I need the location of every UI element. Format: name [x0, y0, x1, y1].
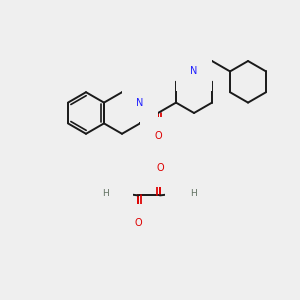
Text: O: O [154, 131, 162, 141]
Text: O: O [134, 218, 142, 228]
Text: H: H [190, 189, 196, 198]
Text: N: N [190, 66, 198, 76]
Text: O: O [180, 188, 188, 198]
Text: O: O [111, 188, 118, 198]
Text: N: N [136, 98, 144, 108]
Text: H: H [102, 189, 109, 198]
Text: O: O [156, 163, 164, 173]
